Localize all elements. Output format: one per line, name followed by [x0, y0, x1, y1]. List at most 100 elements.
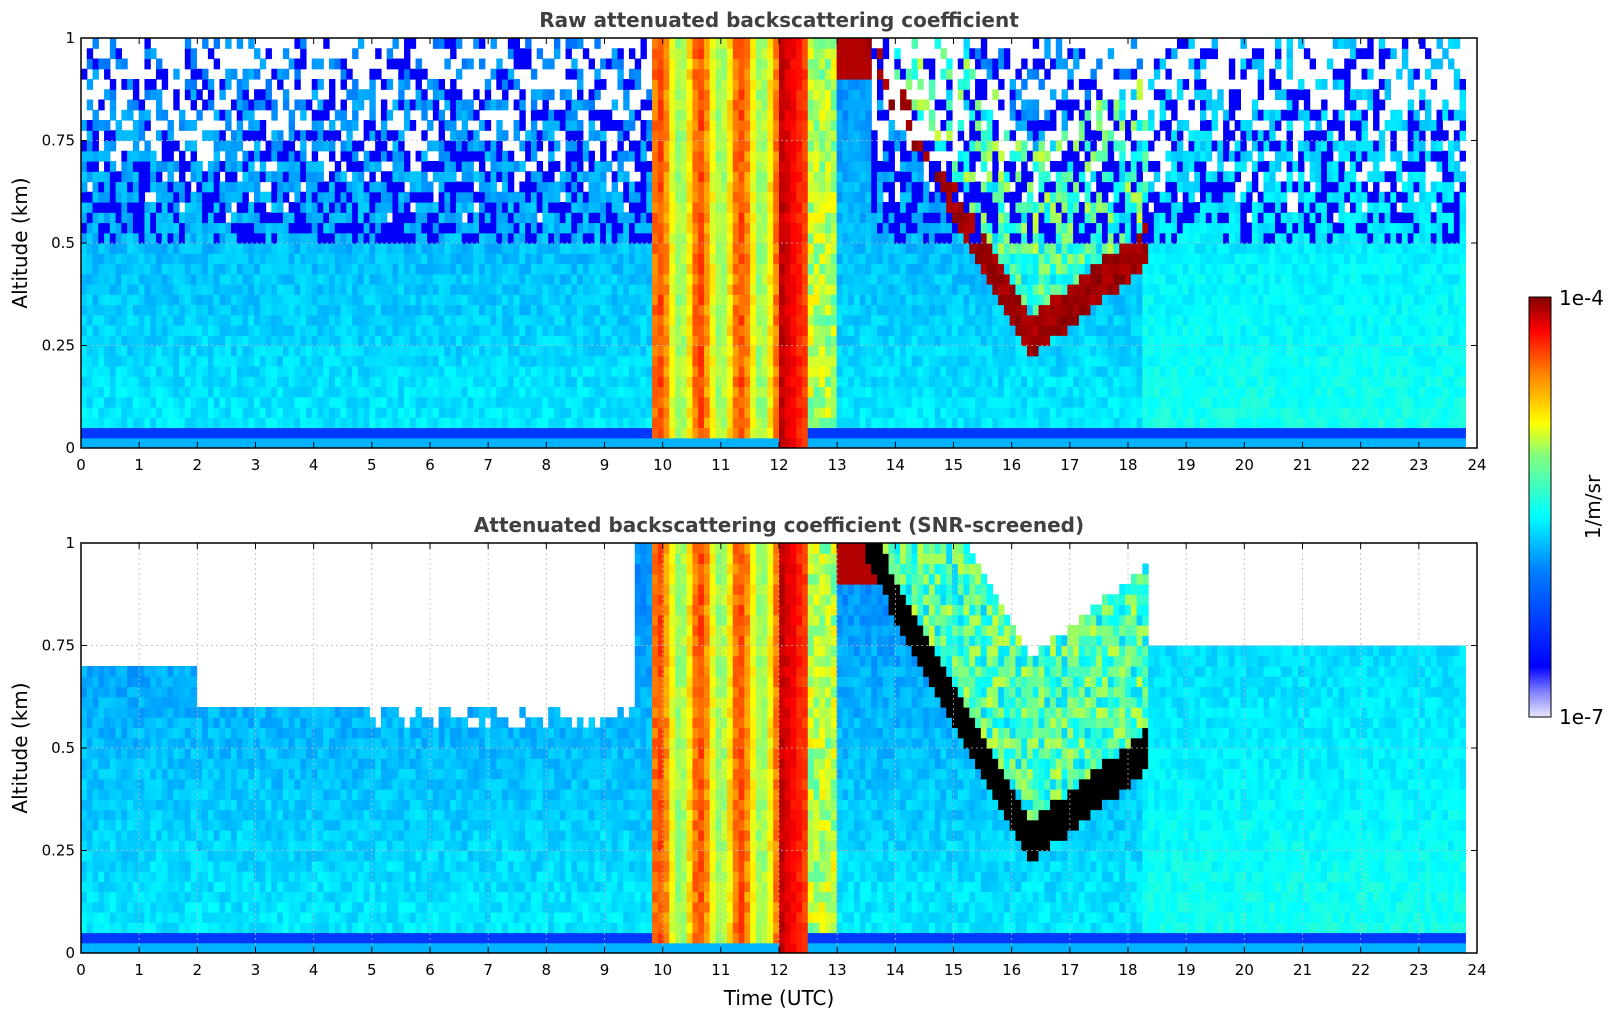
heatmap-cell: [882, 407, 890, 418]
heatmap-cell: [127, 130, 134, 142]
heatmap-cell: [352, 89, 359, 101]
heatmap-cell: [271, 376, 278, 388]
heatmap-cell: [848, 376, 855, 388]
heatmap-cell: [784, 366, 792, 377]
heatmap-cell: [732, 243, 740, 254]
heatmap-cell: [98, 294, 105, 306]
heatmap-cell: [109, 345, 117, 357]
heatmap-cell: [202, 222, 209, 234]
heatmap-cell: [202, 273, 209, 285]
heatmap-cell: [144, 38, 151, 49]
heatmap-cell: [530, 232, 538, 244]
heatmap-cell: [588, 396, 595, 408]
heatmap-cell: [553, 181, 561, 193]
heatmap-cell: [242, 202, 249, 213]
heatmap-cell: [196, 314, 203, 326]
heatmap-cell: [877, 79, 884, 90]
heatmap-cell: [115, 427, 122, 439]
heatmap-cell: [398, 191, 405, 203]
heatmap-cell: [525, 243, 532, 254]
heatmap-cell: [190, 437, 197, 448]
heatmap-cell: [484, 273, 492, 285]
heatmap-cell: [657, 366, 665, 377]
heatmap-cell: [819, 437, 826, 448]
heatmap-cell: [813, 437, 820, 448]
heatmap-cell: [594, 407, 601, 418]
heatmap-cell: [675, 232, 682, 244]
heatmap-cell: [207, 407, 215, 418]
heatmap-cell: [848, 294, 855, 306]
heatmap-cell: [767, 58, 774, 70]
heatmap-cell: [392, 140, 399, 152]
heatmap-cell: [92, 58, 99, 70]
heatmap-cell: [115, 366, 122, 377]
heatmap-cell: [565, 89, 572, 101]
heatmap-cell: [219, 407, 226, 418]
heatmap-cell: [692, 325, 699, 336]
heatmap-cell: [819, 314, 826, 326]
heatmap-cell: [138, 304, 146, 316]
heatmap-cell: [628, 243, 636, 254]
heatmap-cell: [375, 161, 382, 172]
heatmap-cell: [836, 130, 843, 142]
heatmap-cell: [196, 181, 203, 193]
heatmap-cell: [715, 243, 722, 254]
heatmap-cell: [467, 58, 474, 70]
heatmap-cell: [167, 345, 174, 357]
heatmap-cell: [657, 89, 665, 101]
heatmap-cell: [732, 314, 740, 326]
heatmap-cell: [479, 191, 486, 203]
heatmap-cell: [421, 417, 428, 429]
heatmap-cell: [882, 171, 890, 183]
heatmap-cell: [138, 355, 146, 367]
heatmap-cell: [652, 335, 659, 347]
heatmap-cell: [92, 130, 99, 142]
heatmap-cell: [484, 99, 492, 111]
heatmap-cell: [744, 222, 751, 234]
heatmap-cell: [744, 284, 751, 295]
heatmap-cell: [871, 130, 878, 142]
heatmap-cell: [98, 335, 105, 347]
heatmap-cell: [536, 253, 544, 265]
heatmap-cell: [877, 325, 884, 336]
heatmap-cell: [882, 263, 890, 275]
heatmap-cell: [104, 437, 111, 448]
heatmap-cell: [86, 407, 94, 418]
heatmap-cell: [825, 355, 832, 367]
heatmap-cell: [490, 68, 497, 80]
heatmap-cell: [248, 273, 255, 285]
heatmap-cell: [721, 38, 728, 49]
heatmap-cell: [479, 376, 486, 388]
heatmap-cell: [467, 386, 474, 398]
heatmap-cell: [427, 386, 434, 398]
heatmap-cell: [334, 407, 342, 418]
heatmap-cell: [750, 253, 757, 265]
heatmap-cell: [461, 273, 469, 285]
heatmap-cell: [750, 48, 757, 60]
heatmap-cell: [265, 304, 272, 316]
heatmap-cell: [109, 202, 117, 213]
heatmap-cell: [825, 68, 832, 80]
heatmap-cell: [623, 222, 630, 234]
heatmap-cell: [842, 437, 849, 448]
heatmap-cell: [196, 345, 203, 357]
heatmap-cell: [738, 314, 745, 326]
heatmap-cell: [184, 140, 192, 152]
heatmap-cell: [582, 335, 590, 347]
heatmap-cell: [432, 89, 440, 101]
heatmap-cell: [323, 294, 330, 306]
heatmap-cell: [357, 171, 365, 183]
heatmap-cell: [553, 437, 561, 448]
heatmap-cell: [842, 284, 849, 295]
heatmap-cell: [259, 222, 267, 234]
heatmap-cell: [796, 150, 803, 162]
heatmap-cell: [819, 109, 826, 121]
heatmap-cell: [738, 222, 745, 234]
heatmap-cell: [104, 345, 111, 357]
heatmap-cell: [727, 99, 734, 111]
heatmap-cell: [155, 417, 163, 429]
heatmap-cell: [375, 243, 382, 254]
heatmap-cell: [236, 232, 244, 244]
heatmap-cell: [842, 304, 849, 316]
heatmap-cell: [271, 314, 278, 326]
